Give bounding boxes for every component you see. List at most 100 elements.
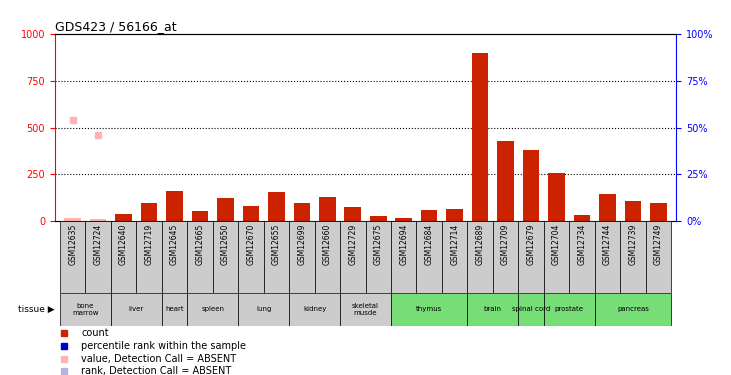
Bar <box>141 203 157 221</box>
Bar <box>391 221 417 292</box>
Text: percentile rank within the sample: percentile rank within the sample <box>81 341 246 351</box>
Text: GSM12660: GSM12660 <box>323 224 332 265</box>
Text: spinal cord: spinal cord <box>512 306 550 312</box>
Text: GSM12670: GSM12670 <box>246 224 255 265</box>
Text: GSM12635: GSM12635 <box>68 224 77 265</box>
Text: GSM12684: GSM12684 <box>425 224 433 265</box>
Bar <box>645 221 671 292</box>
Text: GSM12650: GSM12650 <box>221 224 230 265</box>
Text: kidney: kidney <box>303 306 326 312</box>
Bar <box>599 194 616 221</box>
Text: GSM12724: GSM12724 <box>94 224 102 265</box>
Bar <box>64 218 81 221</box>
Bar <box>518 221 544 292</box>
Text: GSM12734: GSM12734 <box>577 224 586 265</box>
Bar <box>366 221 391 292</box>
Text: prostate: prostate <box>555 306 584 312</box>
Bar <box>650 203 667 221</box>
Bar <box>467 221 493 292</box>
Bar <box>192 211 208 221</box>
Bar <box>264 221 289 292</box>
Text: GDS423 / 56166_at: GDS423 / 56166_at <box>55 20 176 33</box>
Bar <box>344 207 361 221</box>
Bar <box>187 292 238 326</box>
Bar <box>548 172 565 221</box>
Bar <box>421 210 437 221</box>
Bar <box>238 221 264 292</box>
Text: GSM12645: GSM12645 <box>170 224 179 265</box>
Bar <box>442 221 467 292</box>
Bar <box>289 292 340 326</box>
Text: tissue ▶: tissue ▶ <box>18 305 55 314</box>
Bar <box>268 192 284 221</box>
Text: GSM12655: GSM12655 <box>272 224 281 265</box>
Text: value, Detection Call = ABSENT: value, Detection Call = ABSENT <box>81 354 236 364</box>
Text: pancreas: pancreas <box>617 306 649 312</box>
Bar <box>162 292 187 326</box>
Bar <box>574 214 590 221</box>
Bar <box>595 292 671 326</box>
Bar <box>391 292 467 326</box>
Bar <box>340 221 366 292</box>
Bar <box>217 198 234 221</box>
Bar <box>86 221 111 292</box>
Bar <box>213 221 238 292</box>
Text: rank, Detection Call = ABSENT: rank, Detection Call = ABSENT <box>81 366 232 375</box>
Text: GSM12709: GSM12709 <box>501 224 510 265</box>
Bar <box>497 141 514 221</box>
Text: GSM12640: GSM12640 <box>119 224 128 265</box>
Text: spleen: spleen <box>201 306 224 312</box>
Text: GSM12675: GSM12675 <box>374 224 383 265</box>
Bar <box>319 197 336 221</box>
Text: GSM12665: GSM12665 <box>195 224 205 265</box>
Bar <box>523 150 539 221</box>
Bar <box>289 221 314 292</box>
Text: heart: heart <box>165 306 183 312</box>
Text: liver: liver <box>129 306 144 312</box>
Text: GSM12744: GSM12744 <box>603 224 612 265</box>
Text: GSM12729: GSM12729 <box>348 224 357 265</box>
Text: GSM12739: GSM12739 <box>629 224 637 265</box>
Bar <box>60 221 86 292</box>
Text: skeletal
musde: skeletal musde <box>352 303 379 316</box>
Bar <box>243 206 260 221</box>
Text: GSM12694: GSM12694 <box>399 224 408 265</box>
Bar <box>544 221 569 292</box>
Text: thymus: thymus <box>416 306 442 312</box>
Bar <box>493 221 518 292</box>
Bar <box>187 221 213 292</box>
Bar <box>620 221 645 292</box>
Text: GSM12699: GSM12699 <box>298 224 306 265</box>
Bar <box>238 292 289 326</box>
Text: GSM12679: GSM12679 <box>526 224 536 265</box>
Bar <box>471 53 488 221</box>
Bar <box>447 209 463 221</box>
Bar <box>595 221 620 292</box>
Bar <box>569 221 595 292</box>
Text: lung: lung <box>256 306 271 312</box>
Bar <box>417 221 442 292</box>
Text: GSM12704: GSM12704 <box>552 224 561 265</box>
Bar <box>544 292 595 326</box>
Bar <box>314 221 340 292</box>
Text: GSM12749: GSM12749 <box>654 224 663 265</box>
Text: GSM12719: GSM12719 <box>145 224 154 265</box>
Bar <box>294 202 310 221</box>
Bar <box>136 221 162 292</box>
Bar <box>90 219 107 221</box>
Bar <box>115 214 132 221</box>
Bar <box>518 292 544 326</box>
Bar <box>340 292 391 326</box>
Bar <box>111 292 162 326</box>
Bar <box>60 292 111 326</box>
Text: GSM12714: GSM12714 <box>450 224 459 265</box>
Text: count: count <box>81 328 109 338</box>
Bar <box>624 201 641 221</box>
Bar <box>166 191 183 221</box>
Bar <box>370 216 387 221</box>
Bar <box>395 218 412 221</box>
Text: bone
marrow: bone marrow <box>72 303 99 316</box>
Bar <box>162 221 187 292</box>
Bar <box>467 292 518 326</box>
Text: GSM12689: GSM12689 <box>476 224 485 265</box>
